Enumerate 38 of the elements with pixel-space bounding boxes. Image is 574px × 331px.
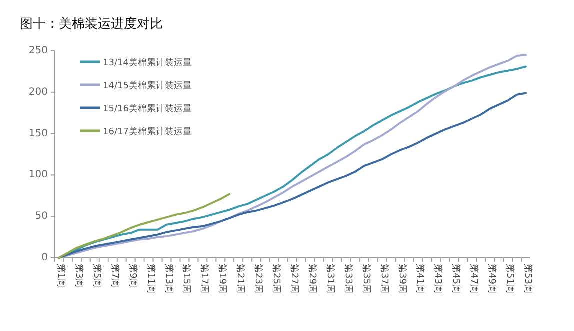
x-tick-label: 第27周 (289, 264, 300, 294)
x-tick-label: 第51周 (504, 264, 516, 294)
legend-label: 13/14美棉累计装运量 (103, 58, 192, 68)
x-tick-label: 第39周 (396, 264, 408, 294)
y-tick-label: 50 (35, 211, 48, 222)
x-tick-label: 第45周 (450, 264, 462, 294)
x-tick-label: 第23周 (253, 264, 264, 294)
x-tick-label: 第17周 (199, 264, 210, 294)
x-tick-label: 第1周 (56, 264, 66, 288)
y-tick-label: 250 (28, 46, 48, 56)
x-tick-label: 第7周 (109, 264, 120, 288)
y-tick-label: 200 (28, 86, 48, 98)
x-tick-label: 第53周 (522, 264, 534, 294)
legend-label: 16/17美棉累计装运量 (103, 126, 192, 138)
x-tick-label: 第31周 (324, 264, 336, 294)
x-tick-label: 第15周 (181, 264, 192, 294)
x-tick-label: 第11周 (145, 264, 156, 294)
legend-label: 14/15美棉累计装运量 (103, 80, 192, 92)
x-tick-label: 第47周 (468, 264, 480, 294)
y-tick-label: 0 (42, 252, 48, 264)
x-tick-label: 第13周 (163, 264, 174, 294)
x-tick-label: 第21周 (235, 264, 246, 294)
legend-label: 15/16美棉累计装运量 (103, 104, 192, 114)
x-tick-label: 第5周 (91, 264, 102, 288)
y-tick-label: 150 (28, 128, 48, 140)
x-tick-label: 第41周 (414, 264, 426, 294)
x-tick-label: 第9周 (127, 264, 138, 288)
x-tick-label: 第37周 (378, 264, 390, 294)
x-tick-label: 第35周 (360, 264, 372, 294)
x-tick-label: 第49周 (486, 264, 498, 294)
chart-title: 图十：美棉装运进度对比 (20, 16, 163, 32)
x-tick-label: 第25周 (271, 264, 282, 294)
x-tick-label: 第3周 (73, 264, 84, 288)
y-tick-label: 100 (28, 170, 48, 181)
x-tick-label: 第29周 (306, 264, 318, 294)
x-tick-label: 第33周 (342, 264, 354, 294)
x-tick-label: 第19周 (217, 264, 228, 294)
x-tick-label: 第43周 (432, 264, 444, 294)
